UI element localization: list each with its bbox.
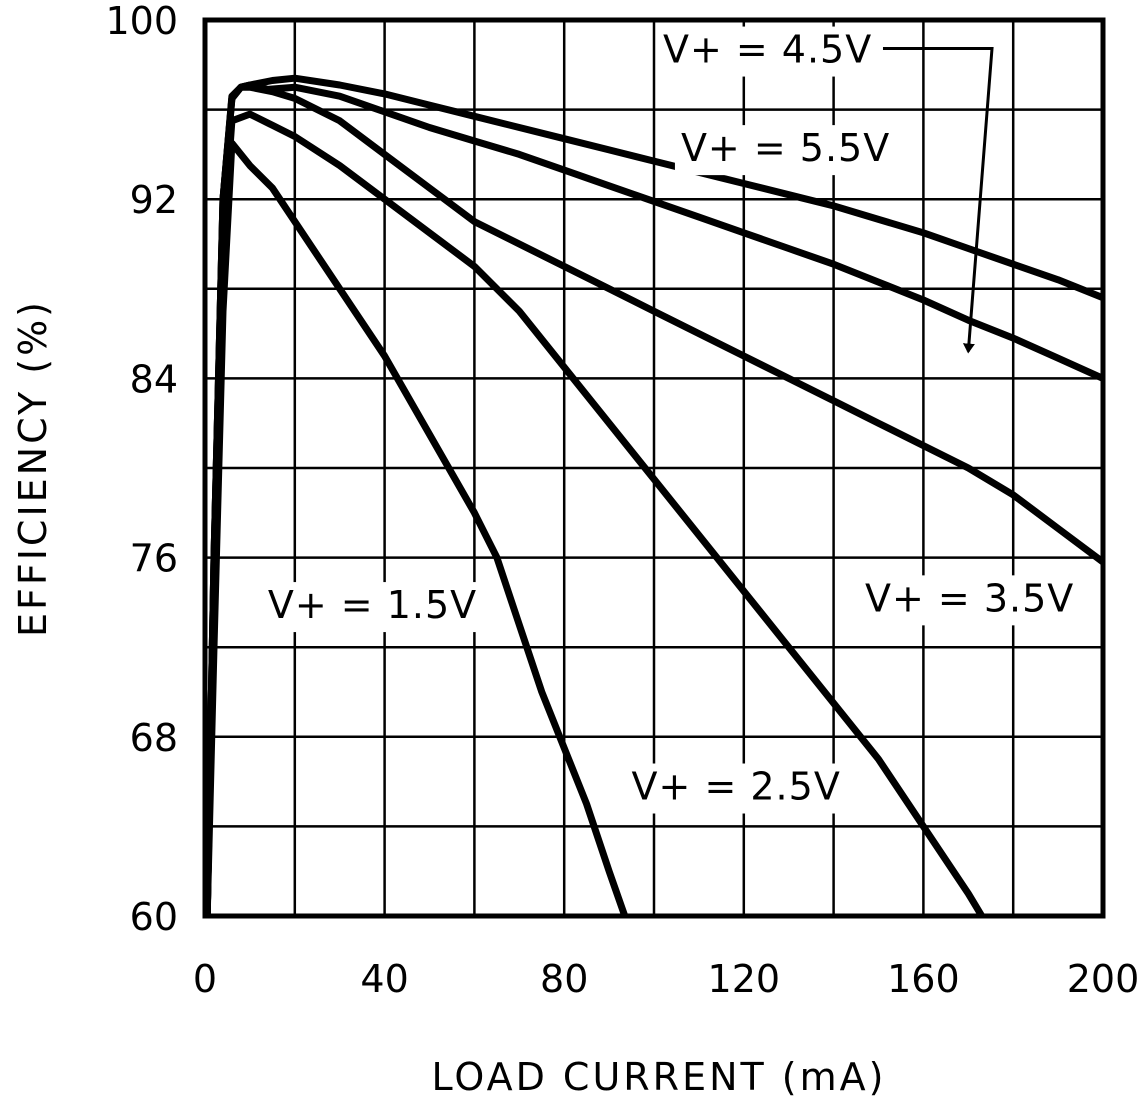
plot-frame (202, 17, 1106, 919)
series-line-4 (203, 74, 1105, 917)
series-label-2: V+ = 1.5V (268, 583, 477, 627)
series-label-bg-1 (674, 125, 899, 176)
y-tick-label-0: 60 (130, 895, 178, 939)
x-tick-label-4: 160 (887, 957, 960, 1001)
series-lines (203, 74, 1106, 918)
x-tick-label-1: 40 (360, 957, 408, 1001)
y-tick-label-2: 76 (130, 537, 178, 581)
y-tick-label-1: 68 (130, 716, 178, 760)
series-label-3: V+ = 2.5V (632, 765, 841, 809)
x-axis-title: LOAD CURRENT (mA) (432, 1055, 887, 1099)
x-tick-label-2: 80 (540, 957, 588, 1001)
series-label-bg-3 (625, 763, 850, 814)
x-tick-label-5: 200 (1067, 957, 1140, 1001)
series-label-1: V+ = 5.5V (681, 126, 890, 170)
y-tick-label-3: 84 (130, 357, 178, 401)
tick-labels: 0 40 80 120 160 200 60 68 76 84 92 100 (105, 0, 1139, 1001)
series-line-1 (203, 110, 985, 918)
series-label-4: V+ = 3.5V (865, 576, 1074, 620)
y-axis-title: EFFICIENCY (%) (11, 299, 55, 637)
series-label-arrow-0 (882, 47, 994, 354)
series-label-0: V+ = 4.5V (663, 28, 872, 72)
y-tick-label-4: 92 (130, 178, 178, 222)
series-labels: V+ = 4.5V V+ = 5.5V V+ = 1.5V V+ = 2.5V V+ =… (261, 26, 1084, 814)
series-line-0 (203, 139, 629, 918)
x-tick-label-3: 120 (708, 957, 781, 1001)
series-label-bg-2 (261, 582, 486, 633)
y-tick-label-5: 100 (105, 0, 178, 43)
series-label-bg-4 (859, 575, 1084, 626)
x-tick-label-0: 0 (193, 957, 217, 1001)
series-label-bg-0 (656, 26, 881, 77)
